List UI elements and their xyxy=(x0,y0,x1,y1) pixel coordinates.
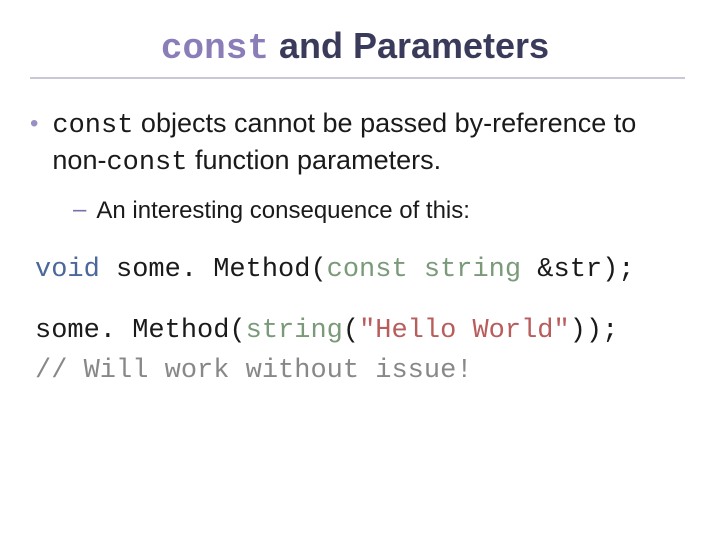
code-rest1: &str); xyxy=(521,255,634,285)
title-rest: and Parameters xyxy=(269,25,549,66)
kw-void: void xyxy=(35,255,100,285)
code-line-3: // Will work without issue! xyxy=(35,353,685,391)
code-paren: ( xyxy=(343,316,359,346)
main-bullet: • const objects cannot be passed by-refe… xyxy=(30,107,685,181)
bullet-kw1: const xyxy=(52,111,133,141)
code-name1: some. Method( xyxy=(100,255,327,285)
code-line-2: some. Method(string("Hello World")); xyxy=(35,313,685,351)
slide-title: const and Parameters xyxy=(25,25,685,69)
code-rest2: )); xyxy=(570,316,619,346)
code-line-1: void some. Method(const string &str); xyxy=(35,252,685,290)
title-rule xyxy=(30,77,685,79)
bullet-kw2: const xyxy=(106,148,187,178)
title-keyword: const xyxy=(161,28,269,69)
bullet-text: const objects cannot be passed by-refere… xyxy=(52,107,685,181)
sub-bullet: – An interesting consequence of this: xyxy=(73,195,685,226)
code-comment: // Will work without issue! xyxy=(35,356,472,386)
bullet-dot-icon: • xyxy=(30,107,38,141)
kw-type2: string xyxy=(246,316,343,346)
kw-type1: string xyxy=(424,255,521,285)
bullet-part2: function parameters. xyxy=(187,145,441,175)
code-space xyxy=(408,255,424,285)
code-block: void some. Method(const string &str); so… xyxy=(35,252,685,391)
kw-const: const xyxy=(327,255,408,285)
code-gap xyxy=(35,291,685,313)
dash-icon: – xyxy=(73,195,86,225)
sub-bullet-text: An interesting consequence of this: xyxy=(96,195,470,226)
code-name2: some. Method( xyxy=(35,316,246,346)
code-str: "Hello World" xyxy=(359,316,570,346)
